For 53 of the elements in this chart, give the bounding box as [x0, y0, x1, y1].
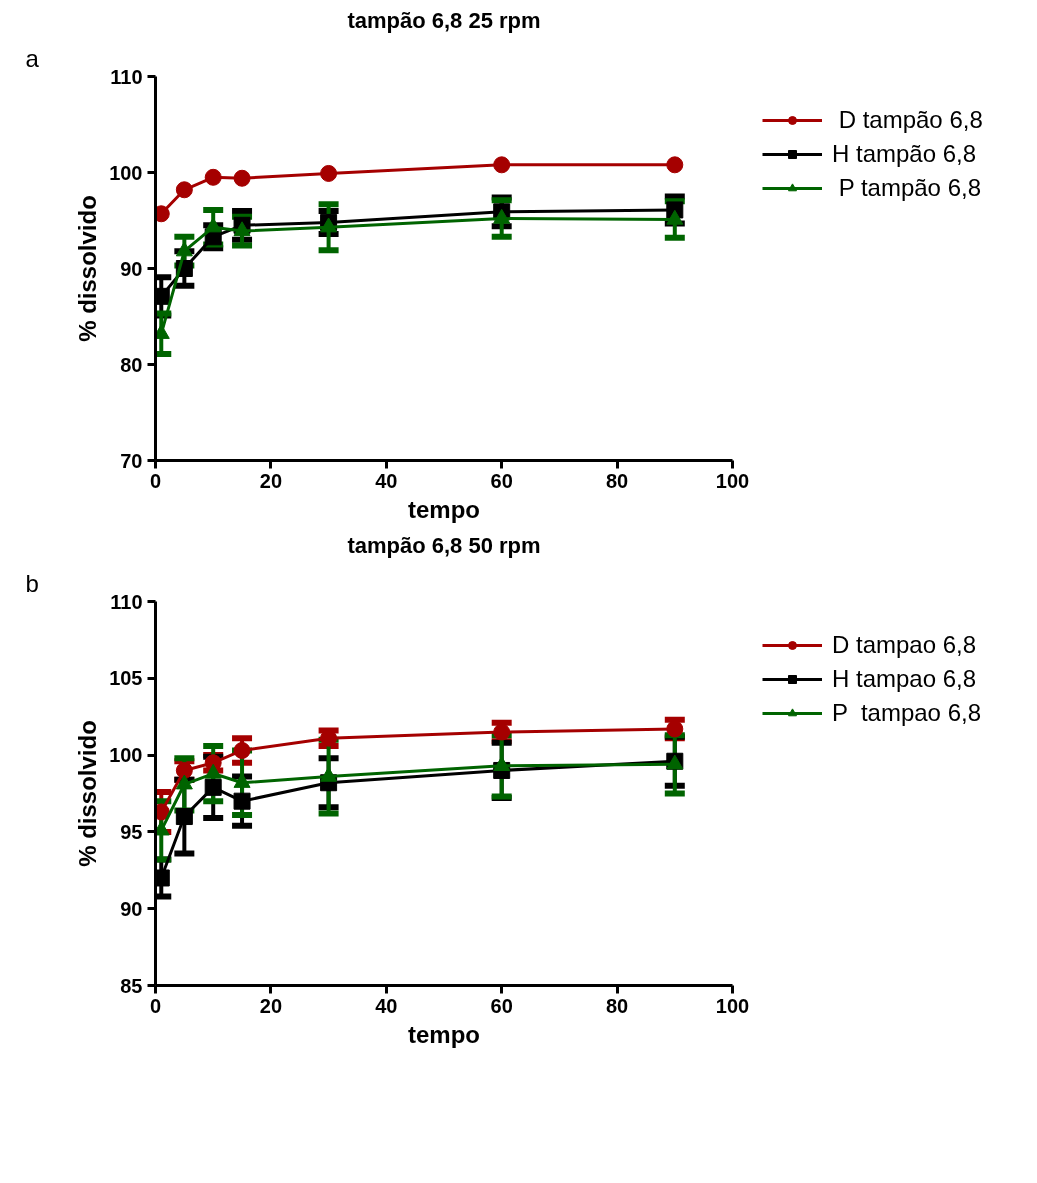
x-tick-label: 20 [259, 994, 283, 1017]
point [493, 723, 511, 741]
x-tick-label: 100 [715, 994, 750, 1017]
x-tick-label: 100 [715, 469, 750, 492]
text: b [25, 569, 39, 597]
point [233, 169, 251, 187]
y-tick-label: 80 [120, 353, 143, 376]
y-axis-title: % dissolvido [74, 195, 102, 342]
x-tick-label: 0 [149, 469, 162, 492]
point [233, 792, 251, 810]
x-tick-label: 20 [259, 469, 283, 492]
legend-label: H tampão 6,8 [832, 140, 977, 168]
y-axis-title: % dissolvido [74, 720, 102, 867]
legend-label: H tampao 6,8 [832, 665, 977, 693]
legend-label: D tampao 6,8 [832, 631, 977, 659]
point [233, 221, 251, 237]
chart-title: tampão 6,8 25 rpm [347, 7, 541, 33]
x-tick-label: 60 [490, 994, 513, 1017]
x-tick-label: 0 [149, 994, 162, 1017]
x-tick-label: 40 [375, 469, 398, 492]
point [233, 742, 251, 759]
point [666, 209, 684, 225]
y-tick-label: 100 [109, 161, 143, 184]
x-tick-label: 80 [605, 994, 629, 1017]
x-tick-label: 40 [375, 994, 398, 1017]
x-axis-title: tempo [408, 495, 480, 523]
point [204, 217, 222, 233]
point [493, 208, 511, 224]
y-tick-label: 105 [109, 667, 143, 690]
y-tick-label: 110 [110, 590, 143, 613]
x-axis-title: tempo [408, 1020, 480, 1048]
point [175, 181, 193, 199]
point [320, 164, 338, 182]
y-tick-label: 90 [120, 257, 143, 280]
point [666, 156, 684, 174]
y-tick-label: 95 [120, 820, 143, 843]
y-tick-label: 90 [120, 897, 143, 920]
y-tick-label: 70 [120, 449, 143, 472]
point [204, 778, 222, 796]
legend-label: P tampão 6,8 [837, 174, 981, 202]
y-tick-label: 85 [120, 974, 143, 997]
x-tick-label: 60 [490, 469, 513, 492]
y-tick-label: 100 [109, 744, 143, 767]
text: a [25, 44, 40, 72]
x-tick-label: 80 [605, 469, 629, 492]
point [204, 168, 222, 186]
chart-title: tampão 6,8 50 rpm [347, 532, 541, 558]
legend-label: P tampao 6,8 [832, 699, 981, 727]
y-tick-label: 110 [110, 65, 143, 88]
legend-label: D tampão 6,8 [837, 106, 983, 134]
point [175, 808, 193, 826]
point [320, 217, 338, 233]
point [493, 156, 511, 174]
